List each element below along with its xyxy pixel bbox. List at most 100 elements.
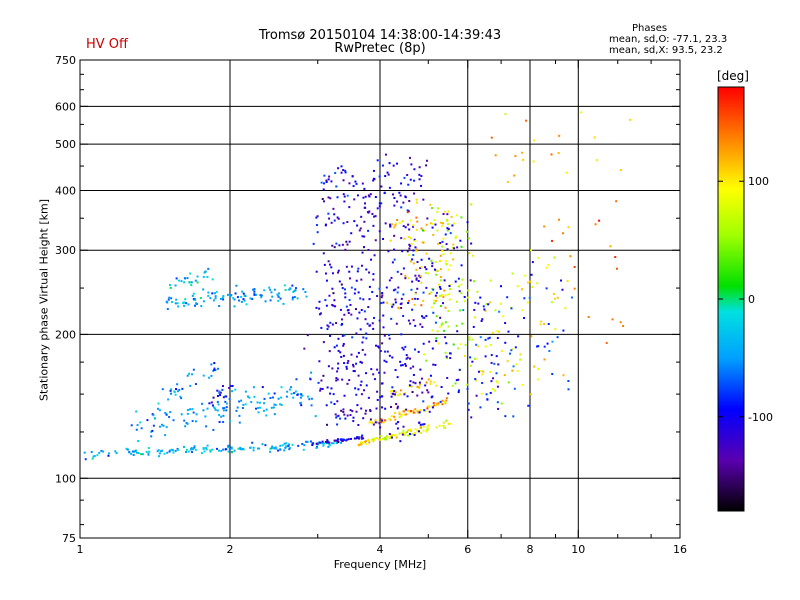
echo-point bbox=[414, 428, 417, 431]
echo-point bbox=[567, 379, 570, 382]
echo-point bbox=[407, 183, 410, 186]
echo-point bbox=[347, 438, 350, 441]
echo-point bbox=[404, 363, 407, 366]
echo-point bbox=[380, 202, 383, 205]
echo-point bbox=[425, 252, 428, 255]
echo-point bbox=[567, 388, 570, 391]
echo-point bbox=[190, 446, 193, 449]
echo-point bbox=[416, 297, 419, 300]
echo-point bbox=[194, 420, 197, 423]
echo-point bbox=[368, 298, 371, 301]
echo-point bbox=[223, 407, 226, 410]
echo-point bbox=[378, 371, 381, 374]
echo-point bbox=[340, 439, 343, 442]
echo-point bbox=[350, 232, 353, 235]
echo-point bbox=[417, 430, 420, 433]
echo-point bbox=[510, 307, 513, 310]
echo-point bbox=[481, 373, 484, 376]
echo-point bbox=[596, 159, 599, 162]
echo-point bbox=[139, 421, 142, 424]
echo-point bbox=[238, 400, 241, 403]
echo-point bbox=[462, 309, 465, 312]
echo-point bbox=[260, 294, 263, 297]
echo-point bbox=[315, 306, 318, 309]
echo-point bbox=[321, 442, 324, 445]
echo-point bbox=[173, 391, 176, 394]
echo-point bbox=[414, 408, 417, 411]
echo-point bbox=[399, 393, 402, 396]
echo-point bbox=[340, 283, 343, 286]
echo-point bbox=[224, 448, 227, 451]
echo-point bbox=[429, 203, 432, 206]
echo-point bbox=[363, 187, 366, 190]
echo-point bbox=[284, 446, 287, 449]
echo-point bbox=[419, 368, 422, 371]
echo-point bbox=[174, 449, 177, 452]
echo-point bbox=[253, 292, 256, 295]
echo-point bbox=[558, 134, 561, 137]
echo-point bbox=[377, 346, 380, 349]
echo-point bbox=[557, 218, 560, 221]
echo-point bbox=[275, 447, 278, 450]
echo-point bbox=[174, 302, 177, 305]
echo-point bbox=[477, 302, 480, 305]
echo-point bbox=[342, 408, 345, 411]
echo-point bbox=[227, 446, 230, 449]
echo-point bbox=[435, 291, 438, 294]
echo-point bbox=[393, 411, 396, 414]
echo-point bbox=[166, 308, 169, 311]
echo-point bbox=[389, 406, 392, 409]
echo-point bbox=[325, 180, 328, 183]
echo-point bbox=[323, 442, 326, 445]
echo-point bbox=[192, 297, 195, 300]
echo-point bbox=[240, 295, 243, 298]
echo-point bbox=[526, 301, 529, 304]
echo-point bbox=[336, 400, 339, 403]
echo-point bbox=[353, 370, 356, 373]
echo-point bbox=[193, 446, 196, 449]
echo-point bbox=[332, 393, 335, 396]
echo-point bbox=[389, 224, 392, 227]
echo-point bbox=[322, 341, 325, 344]
echo-point bbox=[457, 378, 460, 381]
echo-point bbox=[429, 374, 432, 377]
echo-point bbox=[245, 303, 248, 306]
echo-point bbox=[168, 450, 171, 453]
echo-point bbox=[431, 347, 434, 350]
echo-point bbox=[340, 438, 343, 441]
echo-point bbox=[367, 439, 370, 442]
echo-point bbox=[438, 286, 441, 289]
echo-point bbox=[490, 136, 493, 139]
echo-point bbox=[385, 360, 388, 363]
echo-point bbox=[548, 350, 551, 353]
echo-point bbox=[344, 169, 347, 172]
echo-point bbox=[318, 441, 321, 444]
echo-point bbox=[257, 411, 260, 414]
echo-point bbox=[512, 365, 515, 368]
echo-point bbox=[249, 297, 252, 300]
echo-point bbox=[356, 270, 359, 273]
echo-point bbox=[384, 153, 387, 156]
echo-point bbox=[222, 420, 225, 423]
echo-point bbox=[545, 266, 548, 269]
echo-point bbox=[397, 421, 400, 424]
echo-point bbox=[137, 439, 140, 442]
echo-point bbox=[448, 288, 451, 291]
echo-point bbox=[107, 452, 110, 455]
echo-point bbox=[277, 397, 280, 400]
echo-point bbox=[532, 160, 535, 163]
echo-point bbox=[90, 451, 93, 454]
echo-point bbox=[468, 338, 471, 341]
y-tick-label: 100 bbox=[55, 472, 76, 485]
echo-point bbox=[348, 270, 351, 273]
echo-point bbox=[529, 393, 532, 396]
echo-point bbox=[291, 443, 294, 446]
echo-point bbox=[131, 450, 134, 453]
echo-point bbox=[339, 351, 342, 354]
echo-point bbox=[141, 453, 144, 456]
echo-point bbox=[431, 207, 434, 210]
echo-point bbox=[326, 423, 329, 426]
echo-point bbox=[213, 407, 216, 410]
echo-point bbox=[381, 164, 384, 167]
echo-point bbox=[356, 224, 359, 227]
